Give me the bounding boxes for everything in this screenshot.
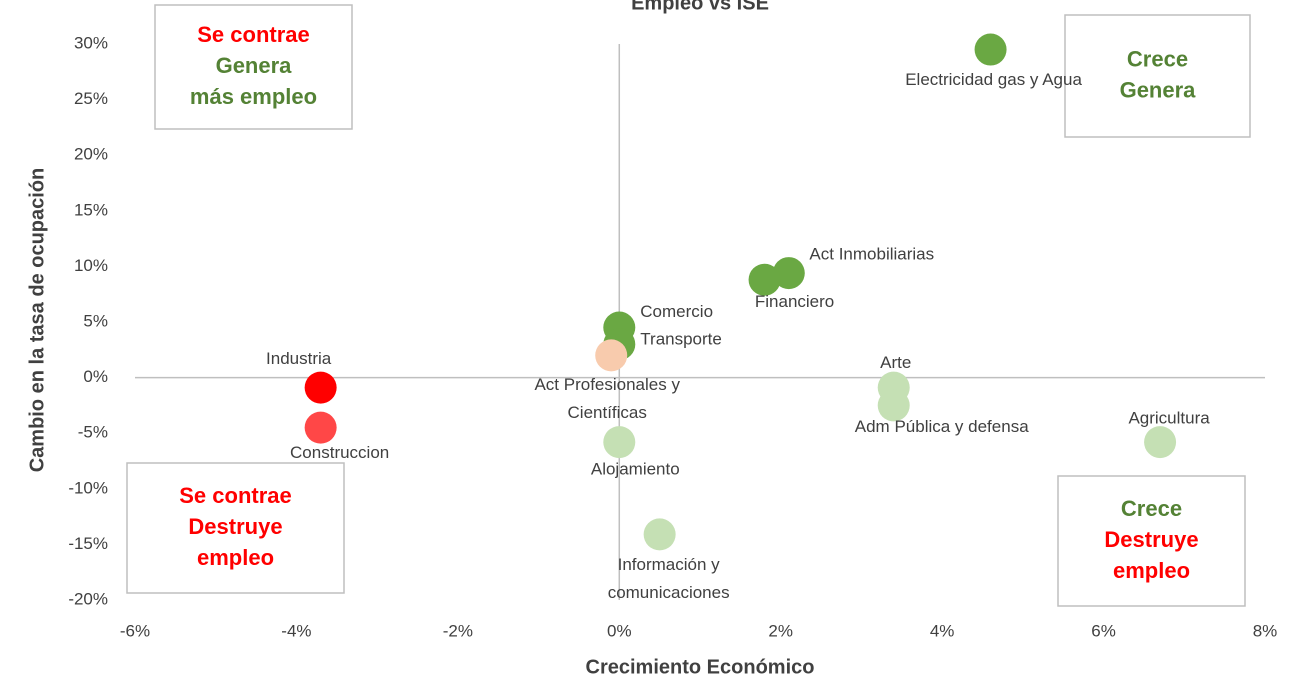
x-tick-label: 8% <box>1253 621 1278 640</box>
point-label: Científicas <box>568 403 647 422</box>
scatter-point <box>595 339 628 372</box>
point-label: Industria <box>266 349 332 368</box>
point-label: Electricidad gas y Agua <box>905 70 1082 89</box>
y-tick-label: 25% <box>74 89 108 108</box>
point-label: Act Profesionales y <box>534 375 680 394</box>
scatter-point <box>1144 426 1177 459</box>
x-tick-label: 0% <box>607 621 632 640</box>
y-tick-label: -5% <box>78 423 108 442</box>
annotation-box <box>1064 14 1251 138</box>
y-tick-label: -20% <box>68 589 108 608</box>
x-tick-label: 2% <box>768 621 793 640</box>
annotation-box <box>154 4 353 130</box>
y-tick-label: 30% <box>74 33 108 52</box>
point-label: Arte <box>880 353 911 372</box>
annotation-text: Genera <box>1120 77 1197 102</box>
x-tick-label: 4% <box>930 621 955 640</box>
chart-title: Empleo vs ISE <box>631 0 769 14</box>
annotation-text: Se contrae <box>179 483 292 508</box>
y-tick-label: 0% <box>83 367 108 386</box>
point-label: Construccion <box>290 443 389 462</box>
annotation-text: Crece <box>1121 496 1182 521</box>
point-label: Act Inmobiliarias <box>809 245 934 264</box>
scatter-point <box>304 371 337 404</box>
scatter-point <box>877 389 910 422</box>
point-label: Alojamiento <box>591 460 680 479</box>
annotation-text: más empleo <box>190 84 317 109</box>
point-label: Adm Pública y defensa <box>855 417 1029 436</box>
y-tick-label: 10% <box>74 256 108 275</box>
point-label: Comercio <box>640 302 713 321</box>
y-tick-label: -15% <box>68 534 108 553</box>
point-label: Información y <box>618 555 721 574</box>
annotation-box <box>1057 475 1246 607</box>
point-label: comunicaciones <box>608 583 730 602</box>
scatter-point <box>974 33 1007 66</box>
scatter-point <box>643 518 676 551</box>
point-label: Agricultura <box>1128 409 1210 428</box>
x-tick-label: -6% <box>120 621 150 640</box>
y-axis-title: Cambio en la tasa de ocupación <box>26 168 48 473</box>
point-label: Financiero <box>755 292 834 311</box>
annotation-text: Destruye <box>1104 527 1198 552</box>
annotation-text: Se contrae <box>197 22 310 47</box>
y-tick-label: 20% <box>74 145 108 164</box>
scatter-point <box>748 263 781 296</box>
annotation-text: Crece <box>1127 46 1188 71</box>
x-tick-label: -2% <box>443 621 473 640</box>
annotation-text: Genera <box>216 53 293 78</box>
x-axis-title: Crecimiento Económico <box>586 656 815 678</box>
point-label: Transporte <box>640 330 722 349</box>
scatter-point <box>772 257 805 290</box>
y-tick-label: -10% <box>68 478 108 497</box>
scatter-point <box>304 411 337 444</box>
x-tick-label: -4% <box>281 621 311 640</box>
annotation-text: empleo <box>197 545 274 570</box>
annotation-text: empleo <box>1113 558 1190 583</box>
annotation-text: Destruye <box>188 514 282 539</box>
scatter-point <box>603 426 636 459</box>
y-tick-label: 5% <box>83 311 108 330</box>
x-tick-label: 6% <box>1091 621 1116 640</box>
annotation-box <box>126 462 345 594</box>
y-tick-label: 15% <box>74 200 108 219</box>
